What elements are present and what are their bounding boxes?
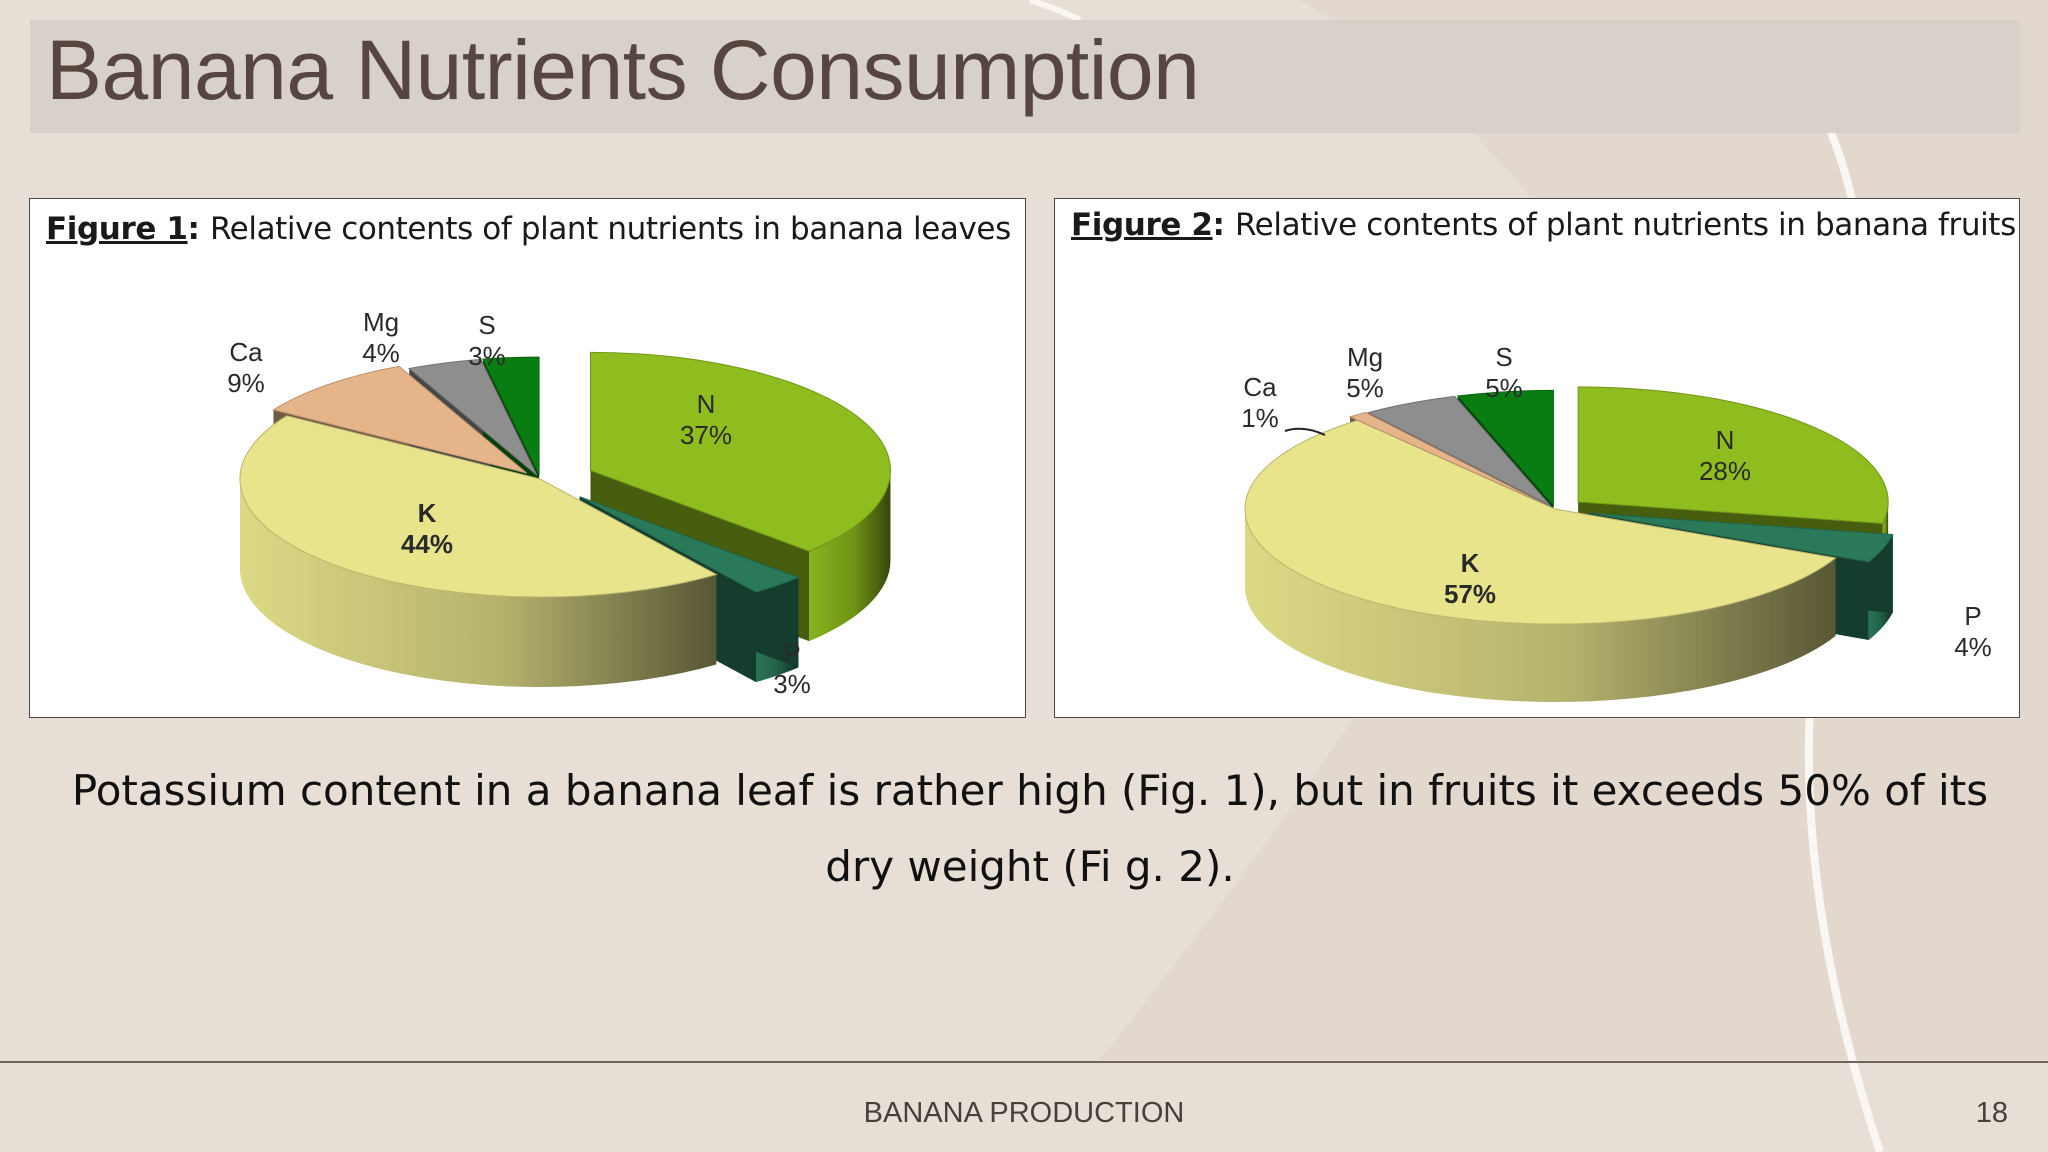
figure-2-caption-label: Figure 2: [1071, 207, 1213, 243]
pie-slice-n: [1577, 386, 1889, 524]
pie-value-k: 44%: [401, 529, 453, 559]
figure-2-caption: Figure 2: Relative contents of plant nut…: [1071, 207, 2016, 243]
title-band: [30, 20, 2020, 133]
pie-slice-n: [589, 351, 891, 552]
pie-label-mg: Mg: [363, 307, 399, 337]
pie-label-n: N: [697, 389, 716, 419]
pie-slice-side-k: [1245, 509, 1836, 702]
pie-label-ca: Ca: [1243, 372, 1277, 402]
figure-1-caption: Figure 1: Relative contents of plant nut…: [46, 211, 1011, 247]
slide-title: Banana Nutrients Consumption: [46, 23, 1200, 117]
pie-slice-ca: [272, 365, 528, 474]
pie-label-mg: Mg: [1347, 342, 1383, 372]
pie-label-p: P: [1964, 601, 1981, 631]
footer-title: BANANA PRODUCTION: [863, 1097, 1185, 1129]
pie-slices: [1244, 386, 1894, 702]
pie-slice-k: [1244, 419, 1837, 625]
pie-value-mg: 4%: [362, 338, 400, 368]
figure-1-caption-label: Figure 1: [46, 211, 188, 247]
pie-value-s: 5%: [1485, 373, 1523, 403]
figure-2-pie-chart: N28%P4%K57%Ca1%Mg5%S5%: [1241, 342, 1992, 702]
figure-1-panel: Figure 1: Relative contents of plant nut…: [29, 198, 1026, 718]
pie-value-p: 3%: [773, 669, 811, 699]
pie-slice-s: [1456, 389, 1554, 507]
pie-slice-p: [579, 496, 800, 593]
page-number: 18: [1975, 1097, 2008, 1129]
pie-slice-side-n: [809, 470, 891, 642]
footer-divider: [0, 1061, 2048, 1063]
pie-value-k: 57%: [1444, 579, 1496, 609]
figure-1-caption-text: Relative contents of plant nutrients in …: [209, 211, 1011, 247]
pie-slice-ca: [1348, 411, 1548, 506]
pie-value-ca: 1%: [1241, 403, 1279, 433]
pie-label-k: K: [418, 498, 437, 528]
pie-slice-side-k: [240, 479, 717, 687]
pie-label-n: N: [1716, 425, 1735, 455]
pie-leader-line: [1284, 427, 1326, 436]
pie-label-k: K: [1461, 548, 1480, 578]
pie-value-s: 3%: [468, 341, 506, 371]
figure-2-caption-text: Relative contents of plant nutrients in …: [1234, 207, 2016, 243]
pie-value-p: 4%: [1954, 632, 1992, 662]
pie-label-s: S: [478, 310, 495, 340]
pie-slice-p: [1588, 512, 1894, 563]
slide-body-text: Potassium content in a banana leaf is ra…: [71, 766, 1989, 891]
pie-label-s: S: [1495, 342, 1512, 372]
pie-slices: [239, 351, 891, 687]
pie-label-p: P: [783, 638, 800, 668]
figure-2-panel: Figure 2: Relative contents of plant nut…: [1054, 198, 2020, 718]
pie-label-ca: Ca: [229, 337, 263, 367]
pie-slice-mg: [408, 358, 538, 476]
pie-value-n: 28%: [1699, 456, 1751, 486]
pie-value-ca: 9%: [227, 368, 265, 398]
pie-value-mg: 5%: [1346, 373, 1384, 403]
pie-slice-k: [239, 415, 718, 598]
pie-slice-s: [482, 356, 540, 476]
pie-slice-mg: [1366, 395, 1551, 507]
figure-1-pie-chart: N37%P3%K44%Ca9%Mg4%S3%: [227, 307, 891, 699]
pie-value-n: 37%: [680, 420, 732, 450]
